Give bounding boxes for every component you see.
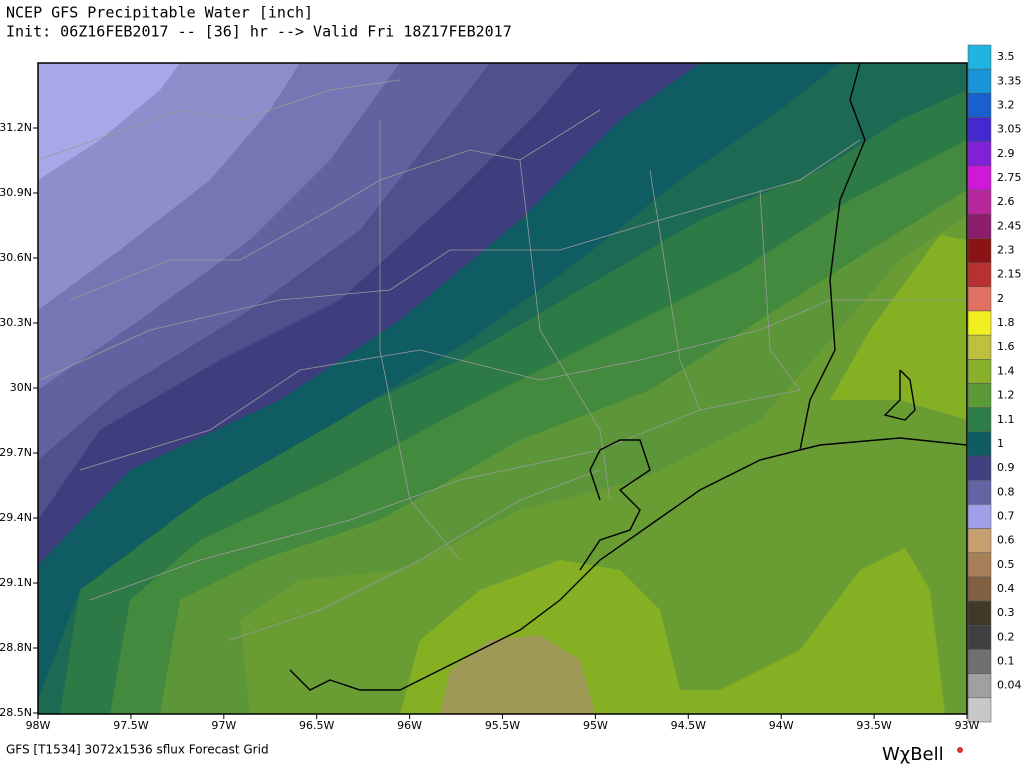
y-tick-label: 31.2N (0, 121, 32, 134)
colorbar-label: 0.8 (997, 485, 1015, 498)
x-tick-label: 93.5W (856, 719, 891, 732)
x-tick-label: 96.5W (299, 719, 334, 732)
colorbar-label: 3.2 (997, 98, 1015, 111)
colorbar-label: 2.3 (997, 244, 1015, 257)
colorbar-swatch (967, 165, 992, 191)
x-tick-label: 96W (397, 719, 422, 732)
colorbar-label: 0.6 (997, 534, 1015, 547)
colorbar-swatch (967, 431, 992, 457)
colorbar-label: 3.5 (997, 50, 1015, 63)
colorbar-label: 1.6 (997, 340, 1015, 353)
brand: WχBell (882, 744, 944, 765)
colorbar-label: 3.35 (997, 74, 1022, 87)
colorbar-swatch (967, 600, 992, 626)
colorbar-label: 2.45 (997, 219, 1022, 232)
x-tick-label: 95.5W (485, 719, 520, 732)
x-tick-label: 94.5W (671, 719, 706, 732)
colorbar-swatch (967, 383, 992, 408)
x-tick-label: 93W (955, 719, 980, 732)
colorbar-swatch (967, 625, 992, 650)
y-tick-label: 29.1N (0, 576, 32, 589)
title: NCEP GFS Precipitable Water [inch] (6, 4, 313, 22)
colorbar-swatch (967, 552, 992, 578)
colorbar-swatch (967, 649, 992, 674)
map-field (37, 62, 968, 715)
colorbar-label: 0.4 (997, 582, 1015, 595)
colorbar-label: 2.9 (997, 147, 1015, 160)
colorbar: 3.5 3.35 3.2 3.05 2.9 2.75 2.6 2.45 2.3 2.15 2 1.8 1… (967, 44, 1022, 723)
y-tick-label: 30N (10, 381, 32, 394)
y-tick-label: 28.8N (0, 641, 32, 654)
colorbar-swatch (967, 189, 992, 215)
colorbar-label: 0.7 (997, 509, 1015, 522)
colorbar-label: 2.15 (997, 268, 1022, 281)
colorbar-label: 1 (997, 437, 1004, 450)
colorbar-swatch (967, 93, 992, 118)
colorbar-swatch (967, 673, 992, 699)
source-note: GFS [T1534] 3072x1536 sflux Forecast Gri… (6, 743, 269, 757)
colorbar-swatch (967, 68, 992, 94)
colorbar-label: 2.6 (997, 195, 1015, 208)
colorbar-swatch (967, 528, 992, 553)
colorbar-swatch (967, 238, 992, 263)
y-tick-label: 30.6N (0, 251, 32, 264)
colorbar-label: 2 (997, 292, 1004, 305)
colorbar-swatch (967, 407, 992, 433)
subtitle: Init: 06Z16FEB2017 -- [36] hr --> Valid … (6, 23, 512, 41)
y-tick-label: 29.7N (0, 446, 32, 459)
colorbar-swatch (967, 359, 992, 384)
colorbar-label: 1.2 (997, 389, 1015, 402)
colorbar-swatch (967, 697, 992, 723)
y-tick-label: 29.4N (0, 511, 32, 524)
y-tick-label: 28.5N (0, 706, 32, 719)
colorbar-label: 0.3 (997, 606, 1015, 619)
colorbar-swatch (967, 479, 992, 505)
x-tick-label: 94W (769, 719, 794, 732)
y-tick-label: 30.9N (0, 186, 32, 199)
colorbar-swatch (967, 214, 992, 239)
colorbar-swatch (967, 44, 992, 70)
x-tick-label: 95W (583, 719, 608, 732)
colorbar-label: 3.05 (997, 123, 1022, 136)
colorbar-label: 0.04 (997, 679, 1022, 692)
x-tick-label: 97W (211, 719, 236, 732)
colorbar-label: 0.5 (997, 558, 1015, 571)
colorbar-label: 0.2 (997, 630, 1015, 643)
colorbar-swatch (967, 334, 992, 360)
y-tick-label: 30.3N (0, 316, 32, 329)
colorbar-swatch (967, 117, 992, 142)
colorbar-swatch (967, 141, 992, 167)
colorbar-swatch (967, 576, 992, 602)
x-tick-label: 97.5W (113, 719, 148, 732)
brand-dot (957, 747, 963, 753)
colorbar-label: 1.8 (997, 316, 1015, 329)
colorbar-swatch (967, 455, 992, 481)
colorbar-swatch (967, 262, 992, 288)
colorbar-label: 0.9 (997, 461, 1015, 474)
colorbar-label: 1.1 (997, 413, 1015, 426)
colorbar-label: 1.4 (997, 364, 1015, 377)
colorbar-swatch (967, 286, 992, 312)
colorbar-swatch (967, 310, 992, 336)
x-tick-label: 98W (26, 719, 51, 732)
colorbar-label: 2.75 (997, 171, 1022, 184)
colorbar-label: 0.1 (997, 655, 1015, 668)
colorbar-swatch (967, 504, 992, 529)
